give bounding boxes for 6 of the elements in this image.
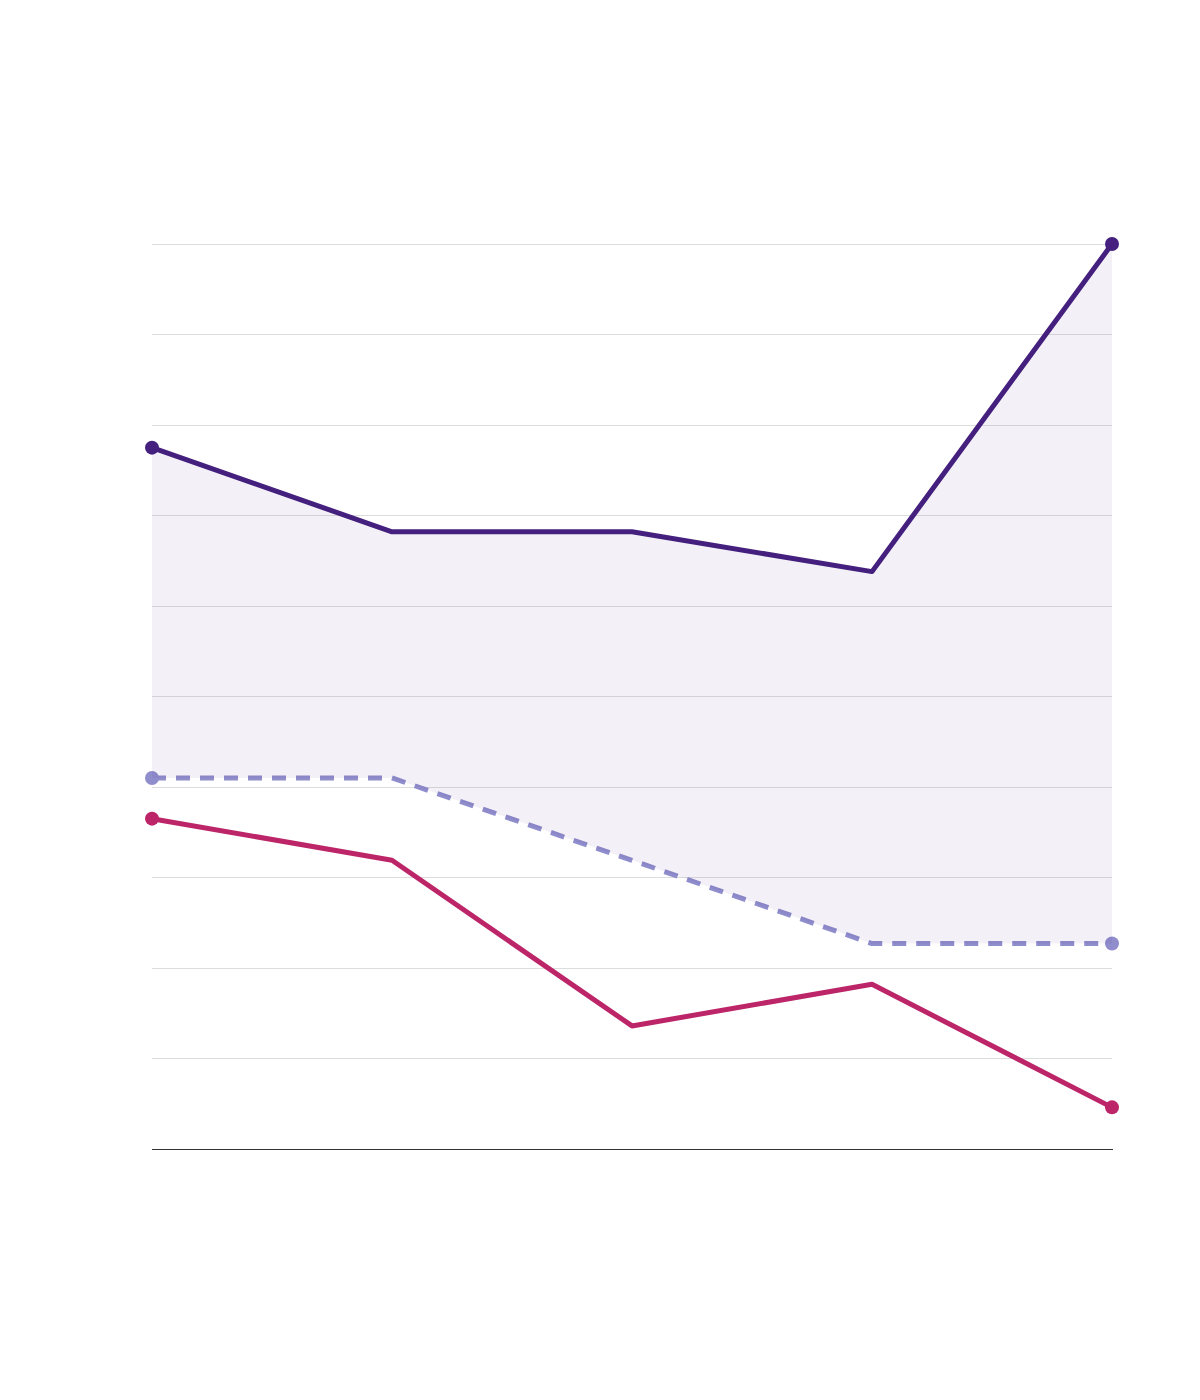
point xyxy=(145,770,159,785)
point xyxy=(145,811,159,826)
point xyxy=(145,440,159,455)
point xyxy=(1105,936,1119,951)
point xyxy=(1105,1100,1119,1115)
point xyxy=(1105,237,1119,251)
